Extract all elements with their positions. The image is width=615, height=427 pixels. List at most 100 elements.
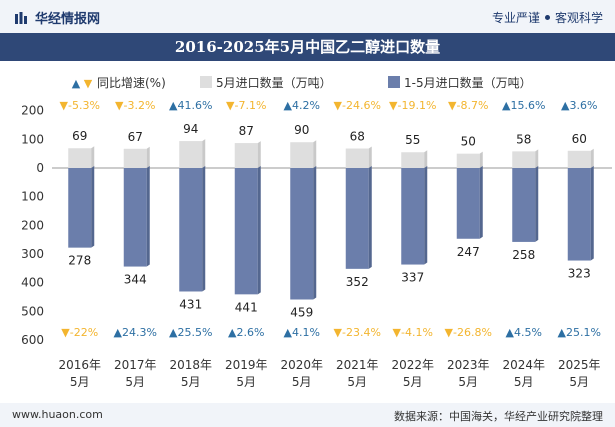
bar-ytd [234,168,258,295]
legend-swatch-may [200,76,212,88]
category-group: 87 441 ▼-7.1% ▲2.6% 2019年 5月 [225,99,268,389]
x-tick-label-month: 5月 [514,375,534,389]
bar-may-label: 67 [128,130,143,144]
yoy-ytd-label: ▼-23.4% [334,326,381,339]
chart-title: 2016-2025年5月中国乙二醇进口数量 [174,38,441,56]
footer-source: 数据来源：中国海关，华经产业研究院整理 [394,410,603,423]
header-bar: 华经情报网 专业严谨 客观科学 [0,0,615,33]
category-group: 60 323 ▲3.6% ▲25.1% 2025年 5月 [558,99,601,389]
bar-may-side [146,146,150,168]
bar-ytd-label: 352 [346,275,369,289]
yoy-ytd-label: ▼-4.1% [393,326,433,339]
x-tick-label-year: 2022年 [391,358,434,372]
x-tick-label-month: 5月 [347,375,367,389]
bar-may-label: 94 [183,122,198,136]
bar-may [345,148,369,168]
bar-ytd-label: 459 [290,306,313,320]
bar-ytd-side [590,166,594,261]
yoy-may-label: ▼-3.2% [115,99,155,112]
bar-ytd [401,168,425,265]
bar-ytd [179,168,203,292]
bar-ytd-label: 247 [457,245,480,259]
bar-may-side [91,146,95,168]
y-tick-label: 400 [21,276,44,290]
x-tick-label-year: 2021年 [336,358,379,372]
x-tick-label-month: 5月 [181,375,201,389]
chart: 200 100 0 100 200 300 400 500 600 ▲ ▼ 同比增速(%) 5月进口数量… [21,75,612,389]
bar-may [234,143,258,168]
legend: ▲ ▼ 同比增速(%) 5月进口数量（万吨） 1-5月进口数量（万吨） [72,75,532,90]
bar-may [567,150,591,168]
legend-label-may: 5月进口数量（万吨） [216,75,332,90]
y-tick-label: 500 [21,304,44,318]
y-tick-label: 100 [21,132,44,146]
bar-ytd-label: 278 [68,254,91,268]
bar-ytd [456,168,480,239]
yoy-may-label: ▲41.6% [169,99,212,112]
yoy-may-label: ▼-19.1% [389,99,436,112]
yoy-may-label: ▼-8.7% [448,99,488,112]
yoy-may-label: ▼-24.6% [334,99,381,112]
bar-may-label: 90 [294,123,309,137]
bar-may-side [535,149,539,168]
bar-may-side [202,139,206,168]
legend-down-arrow-icon: ▼ [84,77,93,90]
yoy-ytd-label: ▲4.5% [506,326,542,339]
bar-ytd-side [91,166,95,248]
bar-ytd-side [202,166,206,292]
title-bar: 2016-2025年5月中国乙二醇进口数量 [0,33,615,61]
footer-bar: www.huaon.com 数据来源：中国海关，华经产业研究院整理 [0,403,615,427]
x-tick-label-year: 2023年 [447,358,490,372]
bar-may [179,141,203,168]
x-tick-label-year: 2025年 [558,358,601,372]
brand[interactable]: 华经情报网 [14,8,100,27]
bar-may [401,152,425,168]
x-tick-label-month: 5月 [403,375,423,389]
x-tick-label-month: 5月 [125,375,145,389]
yoy-may-label: ▼-7.1% [226,99,266,112]
yoy-ytd-label: ▲2.6% [228,326,264,339]
bar-may-side [590,148,594,168]
bar-may [512,151,536,168]
category-group: 50 247 ▼-8.7% ▼-26.8% 2023年 5月 [445,99,492,389]
bar-may-side [424,150,428,168]
legend-up-arrow-icon: ▲ [72,77,81,90]
category-group: 55 337 ▼-19.1% ▼-4.1% 2022年 5月 [389,99,436,389]
bar-may-side [257,141,261,168]
yoy-ytd-label: ▲25.5% [169,326,212,339]
y-tick-label: 600 [21,333,44,347]
tagline-left: 专业严谨 [491,11,540,25]
yoy-ytd-label: ▲4.1% [284,326,320,339]
bar-may-label: 87 [239,124,254,138]
bar-ytd-side [368,166,372,269]
brand-logo-icon [15,11,27,24]
bar-may [290,142,314,168]
bar-may-label: 55 [405,133,420,147]
bar-may-label: 69 [72,129,87,143]
yoy-ytd-label: ▼-26.8% [445,326,492,339]
bar-may [123,148,147,168]
x-tick-label-year: 2018年 [169,358,212,372]
category-group: 68 352 ▼-24.6% ▼-23.4% 2021年 5月 [334,99,381,389]
bar-may-side [479,151,483,168]
footer-url[interactable]: www.huaon.com [12,408,103,421]
yoy-may-label: ▲3.6% [561,99,597,112]
x-tick-label-year: 2016年 [58,358,101,372]
yoy-ytd-label: ▲24.3% [114,326,157,339]
bar-ytd-label: 337 [401,271,424,285]
category-group: 94 431 ▲41.6% ▲25.5% 2018年 5月 [169,99,212,389]
legend-label-ytd: 1-5月进口数量（万吨） [404,75,532,90]
tagline-right: 客观科学 [554,11,603,25]
x-tick-label-year: 2024年 [502,358,545,372]
y-tick-label: 100 [21,190,44,204]
bar-ytd [345,168,369,269]
category-group: 90 459 ▲4.2% ▲4.1% 2020年 5月 [280,99,323,389]
y-tick-label: 300 [21,247,44,261]
bar-ytd [123,168,147,267]
yoy-ytd-label: ▼-22% [61,326,98,339]
bar-ytd-side [257,166,261,295]
bar-ytd-side [479,166,483,239]
bar-may-label: 60 [572,132,587,146]
bar-ytd-side [313,166,317,300]
brand-name: 华经情报网 [35,12,101,27]
